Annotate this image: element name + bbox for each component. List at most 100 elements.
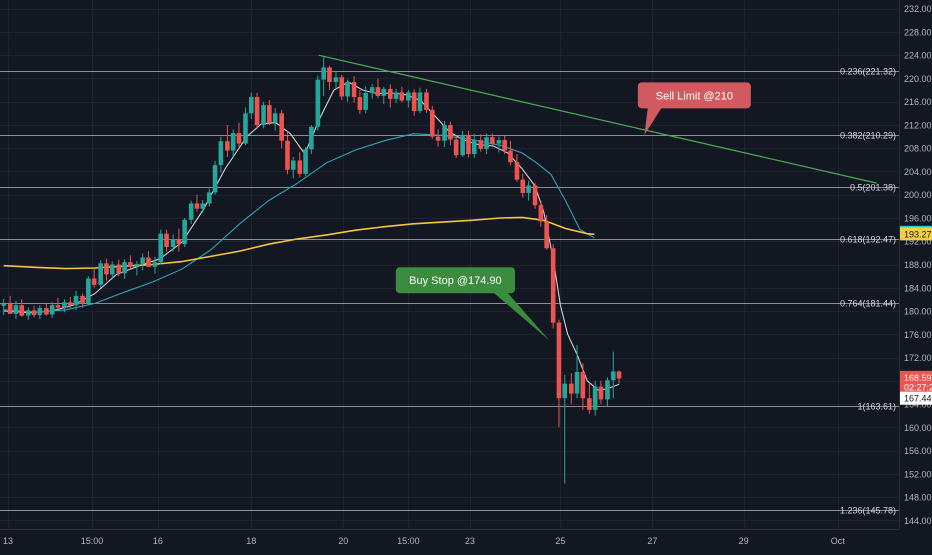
candle-body	[194, 203, 200, 209]
candle-up	[182, 217, 187, 248]
candle-body	[471, 140, 477, 155]
price-badge-bg	[900, 370, 932, 384]
time-tick-label: 27	[647, 536, 657, 546]
candle-down	[478, 134, 484, 152]
candle-body	[62, 302, 67, 308]
candle-down	[146, 251, 151, 267]
time-tick-label: 13	[3, 536, 13, 546]
candle-down	[424, 88, 429, 113]
candle-down	[327, 65, 332, 91]
descending-trendline[interactable]	[318, 54, 877, 184]
candle-down	[580, 363, 586, 410]
price-tick-label: 196.00	[904, 213, 932, 223]
time-axis[interactable]: 13 15:00 16 18 20 15:00 23 25 27 29 Oct	[3, 536, 845, 546]
callout-box[interactable]	[637, 82, 751, 109]
candle-body	[315, 79, 321, 127]
badge-167-44: 167.44	[900, 391, 932, 405]
candle-body	[7, 304, 13, 314]
candle-up	[200, 199, 206, 213]
candle-body	[230, 133, 236, 151]
candle-body	[104, 263, 109, 275]
candle-body	[13, 305, 19, 314]
price-axis[interactable]: 144.00148.00152.00156.00160.00164.00168.…	[904, 4, 932, 526]
price-tick-label: 148.00	[904, 493, 932, 503]
candle-body	[496, 140, 502, 144]
candle-body	[109, 264, 115, 275]
price-tick-label: 156.00	[904, 446, 932, 456]
candle-down	[453, 135, 459, 159]
candle-up	[98, 260, 103, 288]
candle-down	[339, 74, 345, 100]
candle-body	[134, 263, 140, 267]
candle-body	[339, 77, 345, 97]
candle-body	[369, 87, 375, 94]
candle-body	[550, 248, 556, 323]
fib-level-label: 0.236(221.32)	[840, 67, 896, 77]
candle-down	[544, 215, 549, 250]
price-tick-label: 180.00	[904, 307, 932, 317]
trendline-group[interactable]	[318, 54, 877, 184]
candle-down	[19, 299, 25, 317]
candle-body	[164, 233, 169, 248]
candle-up	[152, 256, 158, 274]
candle-up	[49, 302, 55, 318]
candle-down	[31, 305, 37, 318]
candle-down	[556, 319, 562, 428]
price-tick-label: 160.00	[904, 423, 932, 433]
candle-body	[357, 97, 363, 110]
candle-body	[212, 165, 218, 193]
candle-down	[176, 228, 182, 252]
price-tick-label: 224.00	[904, 51, 932, 61]
candle-down	[164, 229, 169, 252]
price-axis-panel[interactable]	[899, 0, 932, 550]
price-badge-text: 02:27:27	[904, 383, 932, 393]
callout-pointer	[644, 107, 662, 135]
candle-body	[587, 398, 592, 410]
candle-down	[598, 380, 604, 405]
candle-up	[86, 276, 91, 306]
price-tick-label: 172.00	[904, 353, 932, 363]
candle-body	[610, 371, 616, 381]
candle-body	[363, 93, 368, 110]
candle-body	[122, 262, 127, 274]
callout-pointer	[493, 292, 550, 341]
candle-body	[25, 310, 31, 316]
candle-body	[514, 162, 520, 180]
candle-body	[592, 386, 598, 410]
candle-down	[429, 105, 435, 139]
badge-countdown: 02:27:27	[900, 380, 932, 394]
candle-up	[272, 108, 278, 131]
candle-body	[290, 160, 296, 170]
candle-body	[170, 239, 176, 248]
candle-body	[285, 140, 290, 170]
candle-down	[399, 86, 405, 103]
candle-down	[514, 154, 520, 182]
candle-body	[73, 295, 79, 306]
callout-box[interactable]	[395, 267, 516, 294]
candle-body	[574, 372, 580, 394]
candle-down	[297, 152, 303, 178]
buy-stop-callout[interactable]: Buy Stop @174.90	[395, 267, 550, 341]
annotations[interactable]: Sell Limit @210 Buy Stop @174.90	[395, 82, 751, 341]
time-axis-panel[interactable]	[0, 529, 932, 550]
candle-body	[158, 233, 164, 263]
candle-body	[67, 302, 73, 306]
candle-up	[369, 84, 375, 99]
callout-label: Sell Limit @210	[656, 90, 733, 102]
candle-body	[91, 278, 97, 285]
candle-up	[170, 234, 176, 252]
candle-body	[152, 262, 158, 267]
candle-up	[460, 130, 465, 157]
candle-body	[327, 67, 332, 82]
candle-body	[200, 203, 206, 209]
candle-up	[13, 300, 19, 320]
time-tick-label: 18	[246, 536, 256, 546]
candle-body	[435, 136, 441, 141]
candle-up	[442, 120, 447, 148]
candle-body	[526, 185, 531, 193]
candle-body	[37, 308, 43, 316]
sell-limit-callout[interactable]: Sell Limit @210	[637, 82, 751, 135]
candle-body	[460, 135, 465, 156]
